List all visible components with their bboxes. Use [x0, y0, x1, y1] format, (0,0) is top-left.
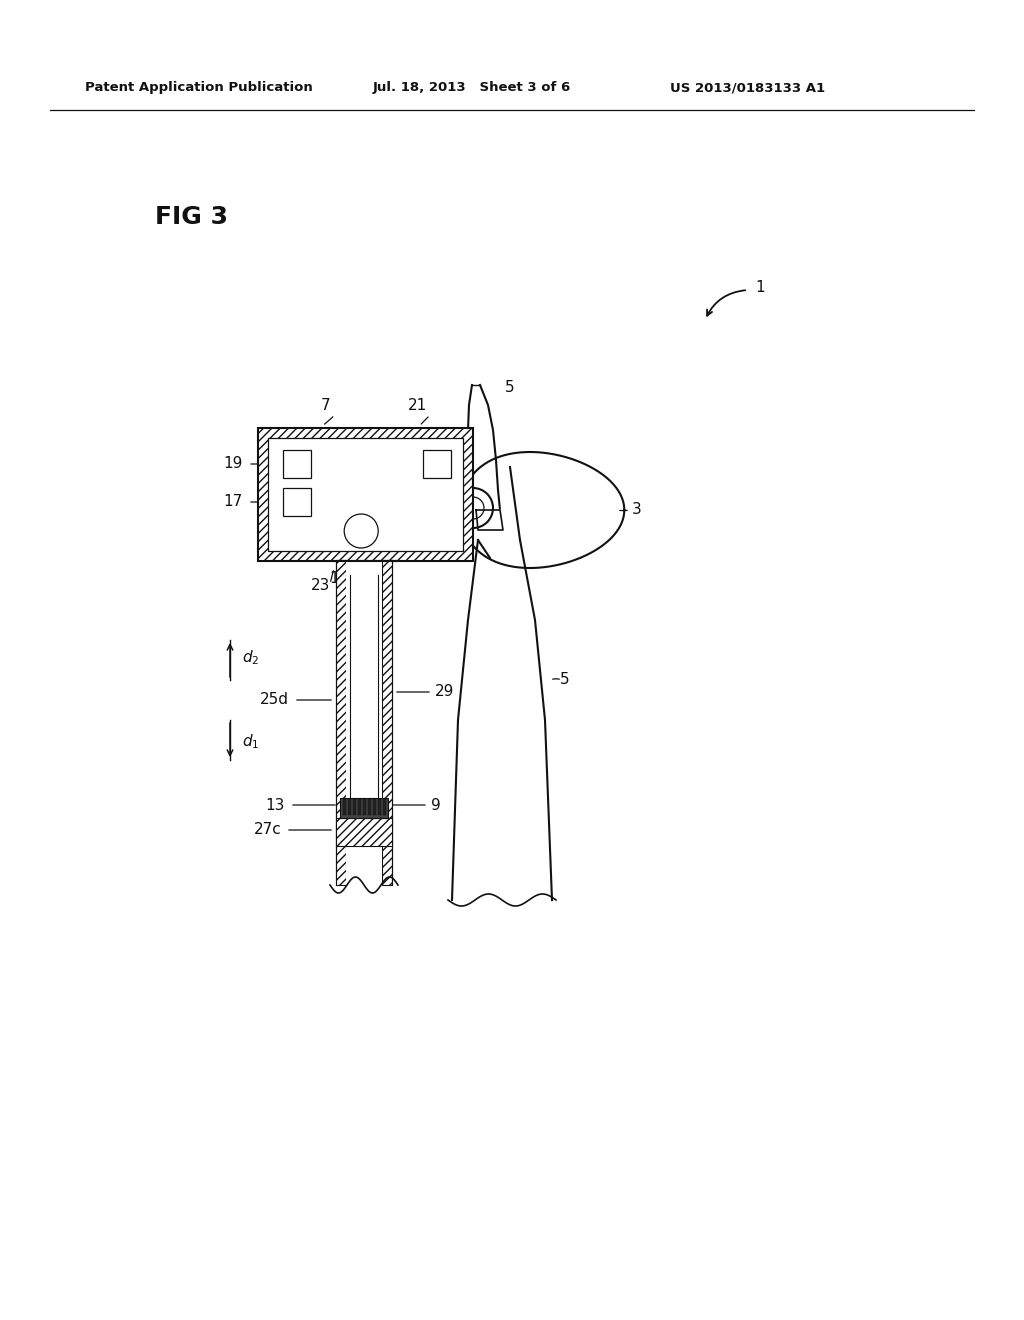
- Bar: [378, 799, 381, 814]
- Bar: [336, 818, 392, 846]
- Polygon shape: [461, 451, 625, 568]
- Bar: [353, 799, 356, 814]
- Bar: [283, 450, 311, 478]
- Text: 1: 1: [755, 281, 765, 296]
- Bar: [423, 450, 451, 478]
- Text: 17: 17: [224, 495, 243, 510]
- Text: 29: 29: [435, 685, 455, 700]
- Text: 5: 5: [505, 380, 515, 396]
- Bar: [283, 488, 311, 516]
- Text: 15: 15: [330, 572, 349, 586]
- Text: FIG 3: FIG 3: [155, 205, 228, 228]
- Bar: [340, 799, 388, 818]
- Text: 7: 7: [321, 399, 330, 413]
- Bar: [383, 799, 386, 814]
- Text: 13: 13: [265, 797, 285, 813]
- Bar: [382, 560, 392, 884]
- Text: 3: 3: [632, 503, 642, 517]
- Bar: [343, 799, 346, 814]
- Text: 27c: 27c: [254, 822, 282, 837]
- Text: $d_1$: $d_1$: [242, 733, 259, 751]
- Polygon shape: [468, 385, 500, 510]
- Bar: [258, 428, 473, 561]
- Text: 21: 21: [408, 399, 427, 413]
- Polygon shape: [476, 510, 503, 531]
- Text: 19: 19: [223, 457, 243, 471]
- Bar: [362, 799, 366, 814]
- Text: Jul. 18, 2013   Sheet 3 of 6: Jul. 18, 2013 Sheet 3 of 6: [373, 82, 571, 95]
- Text: $d_2$: $d_2$: [242, 648, 259, 668]
- Bar: [348, 799, 351, 814]
- Bar: [346, 560, 382, 884]
- Circle shape: [344, 513, 378, 548]
- Text: Patent Application Publication: Patent Application Publication: [85, 82, 312, 95]
- Circle shape: [453, 488, 493, 528]
- Bar: [368, 799, 371, 814]
- Text: US 2013/0183133 A1: US 2013/0183133 A1: [670, 82, 825, 95]
- Text: 25d: 25d: [260, 693, 289, 708]
- Text: 5: 5: [560, 672, 569, 688]
- Text: 9: 9: [431, 797, 440, 813]
- Text: 23: 23: [310, 578, 330, 593]
- Bar: [358, 799, 361, 814]
- Bar: [336, 560, 346, 884]
- Bar: [373, 799, 376, 814]
- Bar: [268, 438, 463, 550]
